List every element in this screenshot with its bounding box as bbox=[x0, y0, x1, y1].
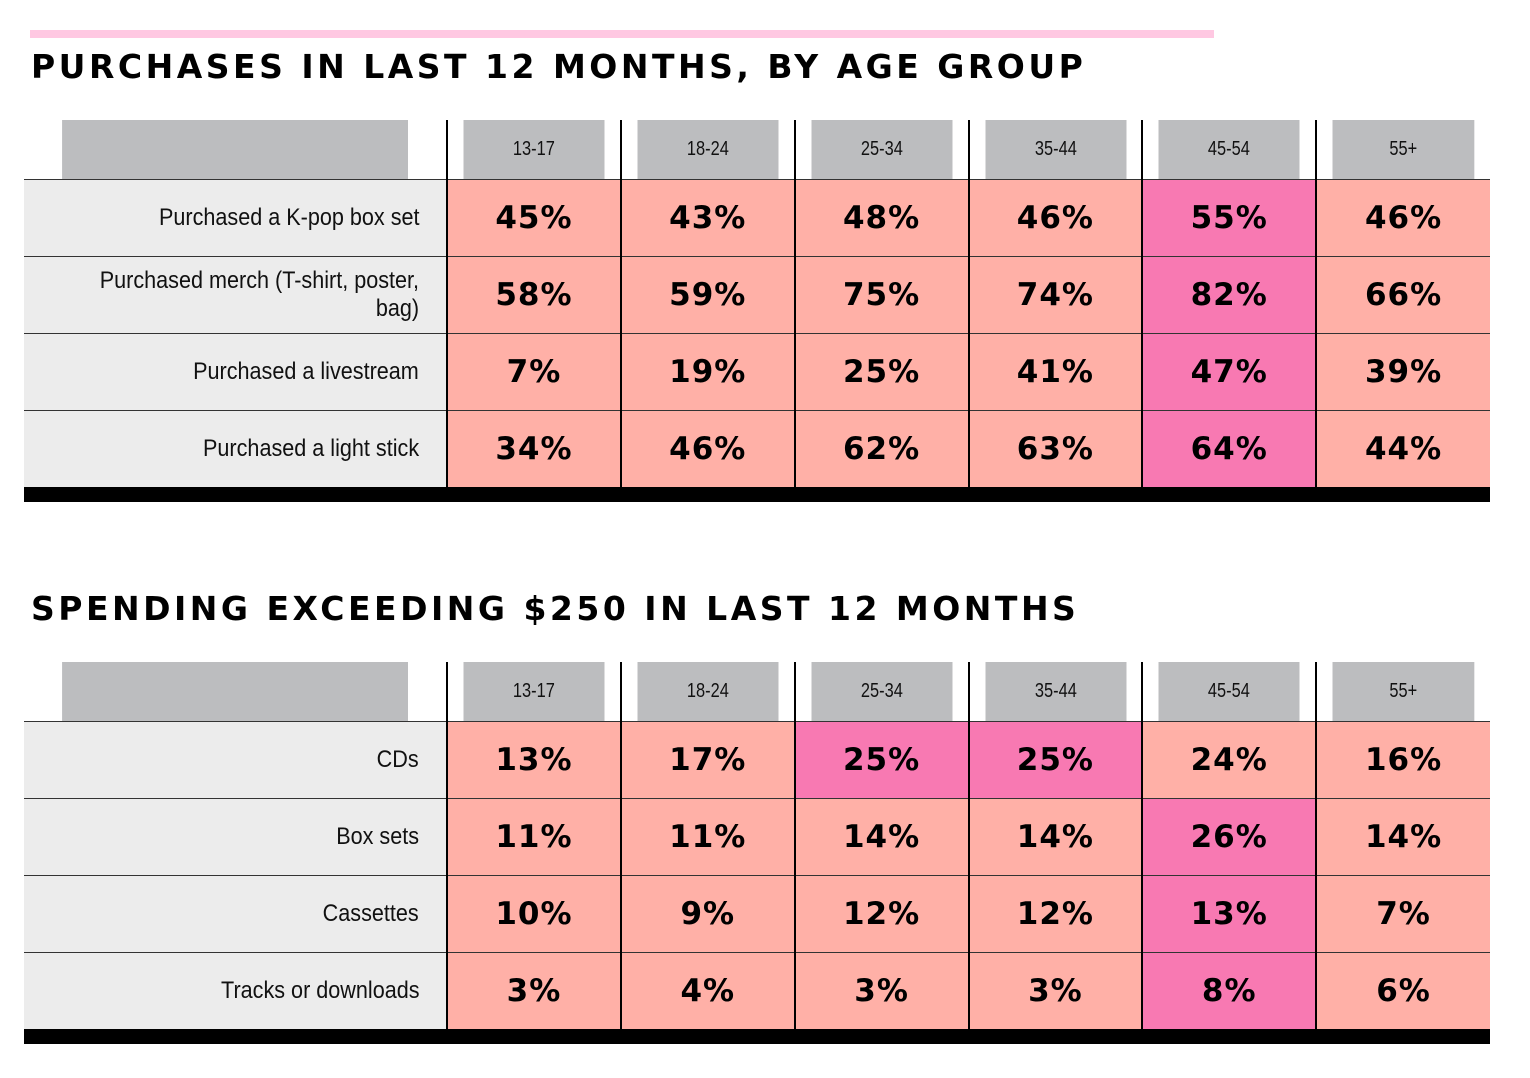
value-cell: 3% bbox=[793, 952, 969, 1029]
value-cell: 44% bbox=[1315, 410, 1490, 487]
row-label-cell: Tracks or downloads bbox=[24, 952, 449, 1029]
value-cell: 12% bbox=[967, 875, 1143, 953]
value-cell: 14% bbox=[793, 798, 969, 876]
spending-table: 13-17 18-24 25-34 35-44 45-54 55+ CDs 13% 17% 25%… bbox=[24, 662, 1490, 1044]
column-header: 13-17 bbox=[461, 120, 606, 180]
value-cell: 6% bbox=[1315, 952, 1490, 1029]
value-cell: 13% bbox=[446, 721, 621, 799]
row-label-cell: Purchased a light stick bbox=[24, 410, 449, 487]
value-cell: 59% bbox=[619, 256, 795, 334]
value-cell: 62% bbox=[793, 410, 969, 487]
header-blank bbox=[62, 662, 409, 722]
row-label: Box sets bbox=[336, 823, 420, 850]
value-cell: 63% bbox=[967, 410, 1143, 487]
value-cell: 48% bbox=[793, 179, 969, 257]
value-cell: 3% bbox=[446, 952, 621, 1029]
table-row: Purchased a K-pop box set 45% 43% 48% 46% 55%… bbox=[24, 179, 1490, 257]
table-row: Purchased a light stick 34% 46% 62% 63% 64% 44… bbox=[24, 410, 1490, 487]
value-cell: 12% bbox=[793, 875, 969, 953]
row-label-cell: Purchased a K-pop box set bbox=[24, 179, 449, 257]
highlighted-value-cell: 25% bbox=[793, 721, 969, 799]
row-label: Cassettes bbox=[323, 900, 420, 927]
value-cell: 58% bbox=[446, 256, 621, 334]
row-label: Purchased a K-pop box set bbox=[158, 204, 420, 231]
accent-line bbox=[30, 30, 1214, 38]
row-label-cell: Purchased merch (T-shirt, poster, bag) bbox=[24, 256, 449, 334]
value-cell: 24% bbox=[1141, 721, 1317, 799]
spending-title: SPENDING EXCEEDING $250 IN LAST 12 MONTH… bbox=[31, 589, 1080, 628]
value-cell: 10% bbox=[446, 875, 621, 953]
value-cell: 19% bbox=[619, 333, 795, 411]
purchases-title: PURCHASES IN LAST 12 MONTHS, BY AGE GROU… bbox=[31, 47, 1087, 86]
table-bottom-bar bbox=[24, 1029, 1490, 1044]
value-cell: 66% bbox=[1315, 256, 1490, 334]
header-row: 13-17 18-24 25-34 35-44 45-54 55+ bbox=[24, 120, 1490, 180]
row-label: Purchased a light stick bbox=[202, 435, 420, 462]
column-header: 25-34 bbox=[809, 662, 953, 722]
row-label: Purchased a livestream bbox=[193, 358, 420, 385]
value-cell: 16% bbox=[1315, 721, 1490, 799]
value-cell: 46% bbox=[967, 179, 1143, 257]
value-cell: 17% bbox=[619, 721, 795, 799]
column-header: 18-24 bbox=[635, 662, 780, 722]
table-row: CDs 13% 17% 25% 25% 24% 16% bbox=[24, 721, 1490, 799]
header-row: 13-17 18-24 25-34 35-44 45-54 55+ bbox=[24, 662, 1490, 722]
highlighted-value-cell: 47% bbox=[1141, 333, 1317, 411]
column-header: 13-17 bbox=[461, 662, 606, 722]
highlighted-value-cell: 13% bbox=[1141, 875, 1317, 953]
value-cell: 46% bbox=[1315, 179, 1490, 257]
column-header: 45-54 bbox=[1157, 120, 1301, 180]
value-cell: 39% bbox=[1315, 333, 1490, 411]
row-label-cell: Box sets bbox=[24, 798, 449, 876]
table-row: Purchased a livestream 7% 19% 25% 41% 47% 39% bbox=[24, 333, 1490, 411]
table-bottom-bar bbox=[24, 487, 1490, 502]
row-label: CDs bbox=[377, 746, 420, 773]
value-cell: 3% bbox=[967, 952, 1143, 1029]
column-header: 35-44 bbox=[983, 662, 1127, 722]
value-cell: 25% bbox=[793, 333, 969, 411]
value-cell: 14% bbox=[1315, 798, 1490, 876]
row-label-cell: Cassettes bbox=[24, 875, 449, 953]
highlighted-value-cell: 64% bbox=[1141, 410, 1317, 487]
value-cell: 75% bbox=[793, 256, 969, 334]
row-label-cell: CDs bbox=[24, 721, 449, 799]
value-cell: 4% bbox=[619, 952, 795, 1029]
row-label-cell: Purchased a livestream bbox=[24, 333, 449, 411]
table-row: Cassettes 10% 9% 12% 12% 13% 7% bbox=[24, 875, 1490, 953]
value-cell: 7% bbox=[446, 333, 621, 411]
value-cell: 46% bbox=[619, 410, 795, 487]
table-row: Purchased merch (T-shirt, poster, bag) 58… bbox=[24, 256, 1490, 334]
row-label: Tracks or downloads bbox=[220, 977, 420, 1004]
highlighted-value-cell: 8% bbox=[1141, 952, 1317, 1029]
highlighted-value-cell: 55% bbox=[1141, 179, 1317, 257]
header-blank bbox=[62, 120, 409, 180]
column-header: 55+ bbox=[1330, 662, 1475, 722]
value-cell: 9% bbox=[619, 875, 795, 953]
value-cell: 43% bbox=[619, 179, 795, 257]
column-header: 25-34 bbox=[809, 120, 953, 180]
column-header: 18-24 bbox=[635, 120, 780, 180]
highlighted-value-cell: 26% bbox=[1141, 798, 1317, 876]
value-cell: 34% bbox=[446, 410, 621, 487]
value-cell: 45% bbox=[446, 179, 621, 257]
table-row: Tracks or downloads 3% 4% 3% 3% 8% 6% bbox=[24, 952, 1490, 1029]
column-header: 45-54 bbox=[1157, 662, 1301, 722]
value-cell: 11% bbox=[619, 798, 795, 876]
row-label: Purchased merch (T-shirt, poster, bag) bbox=[99, 267, 420, 322]
purchases-table: 13-17 18-24 25-34 35-44 45-54 55+ Purchased a … bbox=[24, 120, 1490, 502]
value-cell: 7% bbox=[1315, 875, 1490, 953]
highlighted-value-cell: 82% bbox=[1141, 256, 1317, 334]
value-cell: 74% bbox=[967, 256, 1143, 334]
table-row: Box sets 11% 11% 14% 14% 26% 14% bbox=[24, 798, 1490, 876]
column-header: 35-44 bbox=[983, 120, 1127, 180]
column-header: 55+ bbox=[1330, 120, 1475, 180]
value-cell: 11% bbox=[446, 798, 621, 876]
value-cell: 14% bbox=[967, 798, 1143, 876]
highlighted-value-cell: 25% bbox=[967, 721, 1143, 799]
value-cell: 41% bbox=[967, 333, 1143, 411]
